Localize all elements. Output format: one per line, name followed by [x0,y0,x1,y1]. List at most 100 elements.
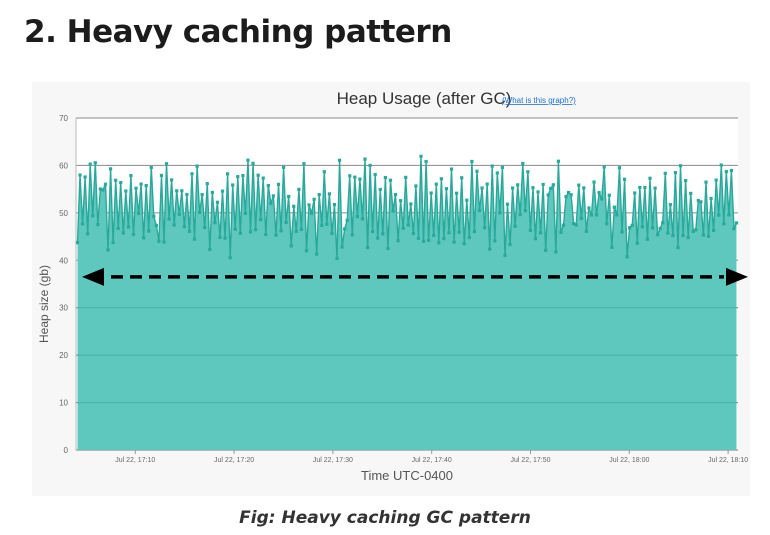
data-point [297,187,301,191]
y-tick-label: 50 [59,209,68,218]
x-tick-label: Jul 22, 17:30 [313,457,353,464]
what-is-this-graph-link[interactable]: (What is this graph?) [502,96,576,105]
data-point [210,190,214,195]
data-point [495,171,499,175]
annotation-arrowhead-left [82,267,104,286]
data-point [195,164,199,168]
data-point [246,158,250,162]
x-axis-label: Time UTC-0400 [361,468,453,483]
data-point [500,165,505,170]
data-point [103,182,108,186]
data-point [376,236,380,240]
data-point [600,197,604,201]
data-point [561,223,566,227]
data-point [393,192,398,197]
data-point [533,237,538,241]
data-point [241,173,245,178]
data-point [538,231,543,235]
data-point [388,178,393,182]
data-point [406,223,410,227]
data-point [261,176,265,180]
y-axis-ticks: 0 10 20 30 40 50 60 70 [59,114,68,455]
data-point [424,159,428,164]
data-point [373,172,377,177]
data-point [213,221,217,225]
data-point [198,210,202,215]
data-point [488,247,492,251]
data-point [281,165,286,169]
x-tick-label: Jul 22, 17:50 [510,457,550,464]
data-point [582,186,586,190]
data-point [656,233,660,237]
data-point [706,234,711,238]
data-point [114,178,118,182]
y-tick-label: 10 [59,399,68,408]
data-point [661,221,665,225]
data-point [220,189,225,193]
data-point [259,218,263,222]
data-point [457,230,461,234]
y-tick-label: 70 [59,114,68,123]
data-point [577,183,581,187]
data-point [172,223,176,227]
data-point [549,186,553,190]
data-point [673,171,678,175]
data-point [455,191,459,195]
data-point [302,162,306,166]
data-point [152,214,156,218]
data-point [498,211,502,215]
data-point [126,225,130,229]
data-point [98,187,102,191]
y-tick-label: 0 [64,446,69,455]
data-point [139,182,143,186]
data-point [523,209,527,213]
data-point [363,157,367,161]
data-point [192,237,197,241]
data-point [320,223,324,227]
data-point [253,228,258,232]
data-point [447,231,451,235]
data-point [546,193,550,197]
data-point [566,190,571,195]
data-point [712,228,716,233]
data-point [630,223,634,227]
figure-caption: Fig: Heavy caching GC pattern [239,508,531,528]
data-point [691,229,695,234]
data-point [289,244,293,248]
data-point [625,255,629,259]
data-point [554,250,558,254]
data-point [360,217,365,221]
data-point [432,233,436,237]
x-tick-label: Jul 22, 18:10 [708,457,748,464]
data-point [124,189,128,193]
data-point [681,233,685,238]
data-point [365,245,370,250]
data-point [144,183,148,188]
chart-card: Heap Usage (after GC) (What is this grap… [32,82,750,496]
data-point [717,213,721,217]
data-point [233,227,237,231]
data-point [594,213,599,217]
x-tick-label: Jul 22, 17:10 [115,457,155,464]
data-point [722,222,726,226]
data-point [381,232,385,236]
data-point [485,182,489,186]
data-point [111,240,115,245]
data-point [368,163,372,168]
data-point [437,241,441,245]
data-point [317,192,321,197]
data-point [91,214,95,218]
data-point [701,233,706,237]
data-point [640,225,644,229]
baseline-arrow-annotation [82,267,748,286]
data-point [284,220,288,225]
data-point [597,191,601,195]
data-point [200,193,204,197]
data-point [307,203,311,207]
data-point [149,165,153,170]
data-point [444,187,449,191]
data-point [101,188,105,192]
data-point [236,175,240,179]
data-point [467,235,471,240]
data-point [386,246,390,251]
